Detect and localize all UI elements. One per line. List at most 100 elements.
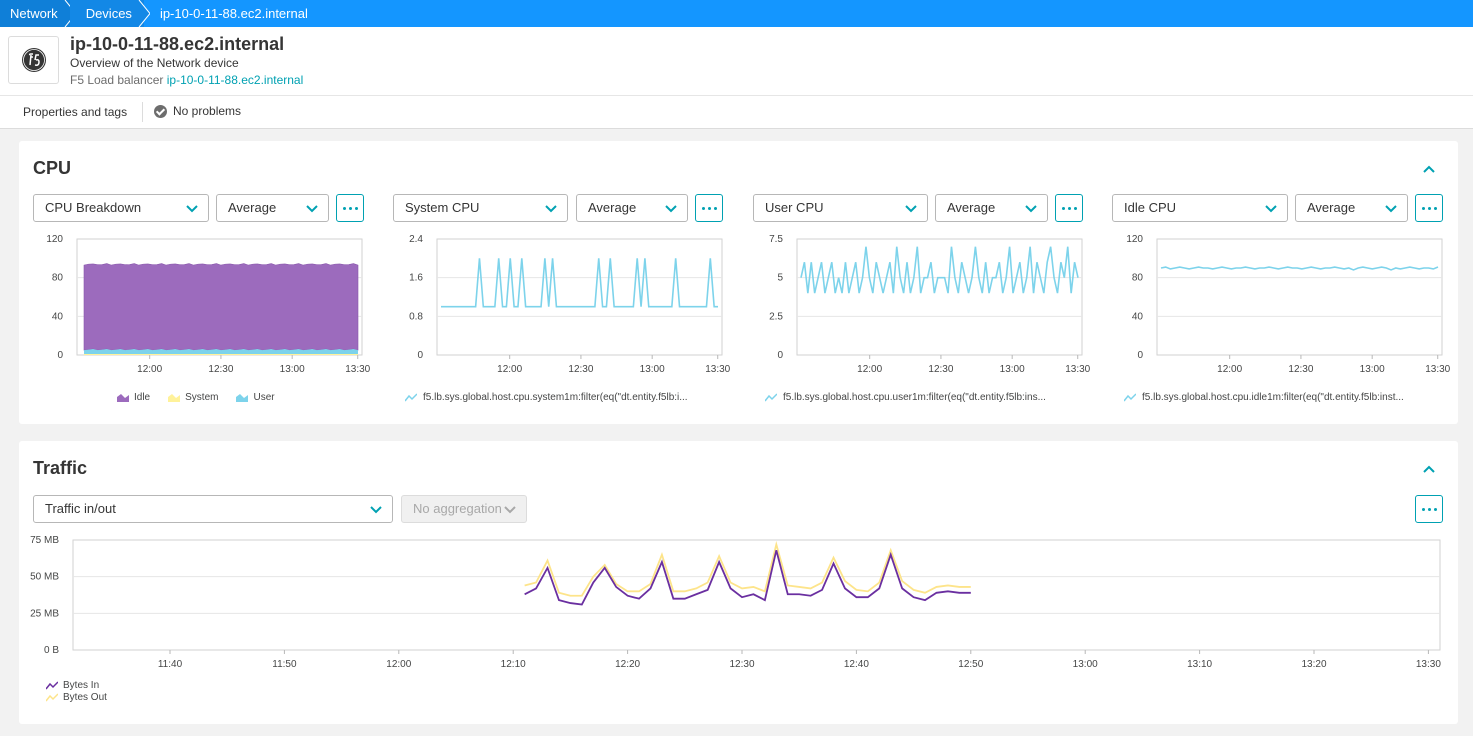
x-tick-label: 12:40 <box>844 659 869 670</box>
breadcrumb-devices[interactable]: Devices <box>69 0 150 27</box>
x-tick-label: 13:30 <box>1416 659 1441 670</box>
x-tick-label: 12:00 <box>857 364 882 375</box>
plot-area <box>796 238 1083 356</box>
aggregation-select[interactable]: Average <box>576 194 688 222</box>
legend-item-idle[interactable]: Idle <box>117 392 150 403</box>
system-cpu-select[interactable]: System CPU <box>393 194 568 222</box>
breadcrumb-network[interactable]: Network <box>0 0 76 27</box>
y-tick-label: 25 MB <box>30 608 59 619</box>
series-line-bytes-out <box>524 540 971 597</box>
idle-cpu-select[interactable]: Idle CPU <box>1112 194 1288 222</box>
x-tick-label: 13:30 <box>705 364 730 375</box>
x-tick-label: 12:30 <box>928 364 953 375</box>
y-tick-label: 2.4 <box>409 234 423 245</box>
x-tick-label: 13:00 <box>280 364 305 375</box>
line-series-icon <box>46 693 58 702</box>
aggregation-select[interactable]: Average <box>216 194 329 222</box>
more-options-button[interactable] <box>1415 194 1443 222</box>
page-header: ip-10-0-11-88.ec2.internal Overview of t… <box>0 27 1473 96</box>
system-cpu-legend[interactable]: f5.lb.sys.global.host.cpu.system1m:filte… <box>405 392 717 403</box>
breadcrumb: Network Devices ip-10-0-11-88.ec2.intern… <box>0 0 1473 27</box>
chevron-up-icon[interactable] <box>1422 464 1436 474</box>
y-tick-label: 50 MB <box>30 572 59 583</box>
area-idle <box>83 263 359 351</box>
y-tick-label: 40 <box>52 311 64 322</box>
y-tick-label: 0 <box>417 350 423 361</box>
chevron-down-icon <box>905 205 917 213</box>
legend-label: Bytes Out <box>63 692 107 703</box>
line-series-icon <box>46 681 58 690</box>
user-cpu-chart: 0 2.5 5 7.5 12:00 12:30 13:00 13:30 <box>769 234 1090 375</box>
chevron-down-icon <box>504 506 516 514</box>
chevron-down-icon <box>306 205 318 213</box>
cpu-breakdown-legend: Idle System User <box>117 392 293 403</box>
user-cpu-select[interactable]: User CPU <box>753 194 928 222</box>
y-tick-label: 2.5 <box>769 311 783 322</box>
more-options-button[interactable] <box>1055 194 1083 222</box>
traffic-metric-select[interactable]: Traffic in/out <box>33 495 393 523</box>
aggregation-select[interactable]: Average <box>935 194 1048 222</box>
breadcrumb-label: Network <box>10 6 58 21</box>
line-series-icon <box>765 393 777 402</box>
y-tick-label: 7.5 <box>769 234 783 245</box>
select-value: Traffic in/out <box>45 501 116 516</box>
line-series-icon <box>405 393 417 402</box>
x-tick-label: 12:00 <box>497 364 522 375</box>
legend-label: f5.lb.sys.global.host.cpu.user1m:filter(… <box>783 392 1046 403</box>
more-options-button[interactable] <box>336 194 364 222</box>
problems-status[interactable]: No problems <box>154 104 241 118</box>
chevron-up-icon[interactable] <box>1422 164 1436 174</box>
area-series-icon <box>168 394 181 402</box>
idle-cpu-legend[interactable]: f5.lb.sys.global.host.cpu.idle1m:filter(… <box>1124 392 1436 403</box>
device-type-label: F5 Load balancer <box>70 73 164 87</box>
series-line <box>800 246 1079 294</box>
legend-item-system[interactable]: System <box>168 392 218 403</box>
series-line <box>1160 266 1439 271</box>
y-tick-label: 1.6 <box>409 273 423 284</box>
page-title: ip-10-0-11-88.ec2.internal <box>70 34 285 54</box>
chevron-down-icon <box>1025 205 1037 213</box>
x-tick-label: 12:00 <box>137 364 162 375</box>
x-tick-label: 13:00 <box>1073 659 1098 670</box>
x-tick-label: 13:00 <box>1360 364 1385 375</box>
x-tick-label: 11:50 <box>272 659 297 670</box>
properties-and-tags-button[interactable]: Properties and tags <box>23 105 128 119</box>
plot-area <box>1156 238 1443 356</box>
y-tick-label: 5 <box>777 273 783 284</box>
select-value: System CPU <box>405 200 480 215</box>
device-link[interactable]: ip-10-0-11-88.ec2.internal <box>166 73 304 87</box>
cpu-breakdown-select[interactable]: CPU Breakdown <box>33 194 209 222</box>
user-cpu-legend[interactable]: f5.lb.sys.global.host.cpu.user1m:filter(… <box>765 392 1077 403</box>
cpu-panel: CPU CPU Breakdown Average System CPU Ave… <box>19 141 1458 424</box>
more-options-button[interactable] <box>1415 495 1443 523</box>
y-tick-label: 80 <box>52 273 64 284</box>
chevron-down-icon <box>370 506 382 514</box>
breadcrumb-label: ip-10-0-11-88.ec2.internal <box>159 6 308 21</box>
problems-status-label: No problems <box>173 104 242 118</box>
breadcrumb-device[interactable]: ip-10-0-11-88.ec2.internal <box>144 0 320 27</box>
legend-label: System <box>185 392 219 403</box>
aggregation-select[interactable]: Average <box>1295 194 1408 222</box>
select-value: Average <box>1307 200 1356 215</box>
system-cpu-chart: 0 0.8 1.6 2.4 12:00 12:30 13:00 13:30 <box>409 234 730 375</box>
legend-item-user[interactable]: User <box>236 392 275 403</box>
legend-item-bytes-in[interactable]: Bytes In <box>46 680 99 691</box>
chevron-down-icon <box>186 205 198 213</box>
y-tick-label: 0 <box>57 350 63 361</box>
more-options-button[interactable] <box>695 194 723 222</box>
x-tick-label: 13:00 <box>640 364 665 375</box>
area-series-icon <box>117 394 129 402</box>
chevron-down-icon <box>1385 205 1397 213</box>
x-tick-label: 13:20 <box>1301 659 1326 670</box>
y-tick-label: 75 MB <box>30 535 59 546</box>
x-tick-label: 12:10 <box>501 659 526 670</box>
plot-area <box>436 238 723 356</box>
aggregation-select: No aggregation <box>401 495 527 523</box>
y-tick-label: 120 <box>1126 234 1143 245</box>
x-tick-label: 12:30 <box>568 364 593 375</box>
legend-item-bytes-out[interactable]: Bytes Out <box>46 692 107 703</box>
x-tick-label: 11:40 <box>158 659 183 670</box>
select-value: CPU Breakdown <box>45 200 142 215</box>
chevron-right-icon <box>137 0 150 27</box>
series-line-bytes-in <box>524 550 971 606</box>
